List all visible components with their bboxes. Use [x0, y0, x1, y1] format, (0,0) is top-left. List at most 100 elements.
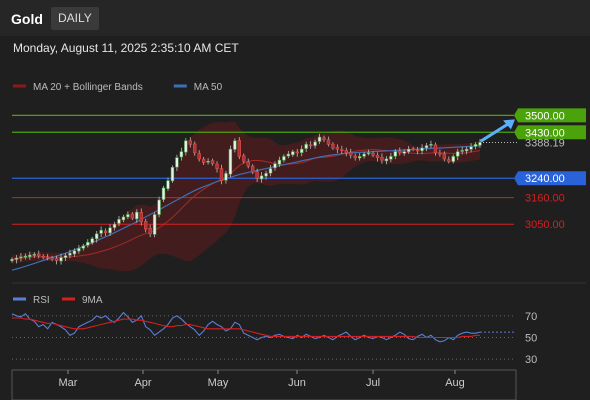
candle-body-70	[322, 137, 326, 140]
candle-body-15	[77, 248, 81, 252]
candles	[10, 133, 482, 265]
candle-body-14	[72, 250, 77, 255]
candle-body-50	[233, 140, 237, 150]
x-tick-label-3: Jun	[288, 377, 306, 389]
x-tick-label-0: Mar	[59, 377, 78, 389]
candle-body-56	[259, 175, 264, 180]
candle-body-71	[326, 139, 331, 145]
forecast-arrow	[480, 119, 515, 142]
candle-body-77	[353, 155, 357, 158]
candle-body-24	[117, 219, 121, 224]
ma20-line	[11, 149, 481, 260]
candle-body-25	[121, 216, 126, 221]
timeframe-button[interactable]: DAILY	[51, 7, 99, 30]
candle-body-103	[469, 146, 473, 150]
candle-body-67	[308, 144, 313, 147]
candle-body-89	[407, 148, 411, 152]
current-price-label: 3388.19	[525, 137, 565, 149]
candle-body-49	[228, 148, 233, 175]
x-tick-label-4: Jul	[366, 377, 380, 389]
rsi-legend-swatch-1	[62, 297, 75, 301]
candle-body-34	[161, 187, 166, 200]
candle-body-104	[473, 144, 478, 147]
candle-body-8	[45, 256, 50, 259]
ma50-line	[11, 145, 481, 271]
rsi-ma-line	[12, 317, 480, 339]
candle-body-88	[402, 151, 406, 154]
rsi-level-label-1: 50	[525, 333, 537, 345]
legend-swatch-1	[173, 84, 187, 88]
candle-body-72	[331, 143, 335, 149]
level-box-0	[518, 108, 586, 123]
rsi-level-label-0: 70	[525, 311, 537, 323]
candle-body-36	[170, 167, 175, 182]
candle-body-58	[268, 168, 273, 174]
candle-body-66	[304, 144, 308, 149]
instrument-title: Gold	[11, 11, 43, 27]
candle-body-16	[81, 245, 85, 249]
candle-body-48	[224, 173, 228, 181]
candle-body-85	[389, 156, 393, 160]
level-label-4: 3050.00	[525, 219, 565, 231]
candle-body-11	[59, 257, 63, 262]
candle-body-42	[197, 153, 201, 160]
level-pointer-0	[514, 108, 518, 123]
legend-label-1: MA 50	[194, 82, 223, 93]
rsi-line	[11, 311, 481, 343]
price-legend: MA 20 + Bollinger Bands MA 50	[13, 82, 223, 93]
candle-body-61	[282, 156, 286, 161]
candle-body-79	[362, 153, 366, 157]
candle-body-65	[300, 148, 304, 153]
candle-body-93	[424, 145, 429, 149]
candle-body-54	[251, 165, 255, 173]
candle-body-92	[420, 147, 424, 151]
candle-body-81	[371, 153, 375, 156]
candle-body-51	[237, 140, 241, 157]
candle-body-84	[384, 158, 389, 162]
candle-body-18	[90, 238, 94, 244]
candle-body-6	[37, 253, 41, 256]
candle-body-76	[349, 152, 353, 156]
candle-body-3	[23, 255, 28, 258]
candle-body-45	[210, 160, 215, 165]
candle-body-1	[14, 257, 19, 260]
level-label-1: 3430.00	[525, 127, 565, 139]
candle-body-20	[99, 229, 103, 234]
level-label-3: 3160.00	[525, 193, 565, 205]
candle-body-91	[415, 149, 420, 152]
x-tick-label-5: Aug	[445, 377, 465, 389]
candle-body-90	[411, 148, 415, 151]
price-levels	[12, 114, 518, 225]
candle-body-38	[179, 151, 184, 158]
level-pointer-2	[514, 171, 518, 186]
candle-body-10	[54, 258, 59, 261]
candle-body-68	[313, 141, 317, 146]
x-tick-label-1: Apr	[134, 377, 151, 389]
candle-body-87	[398, 150, 402, 154]
candle-body-95	[433, 144, 438, 154]
datetime-label: Monday, August 11, 2025 2:35:10 AM CET	[13, 41, 239, 55]
candle-body-21	[103, 230, 108, 233]
level-label-0: 3500.00	[525, 110, 565, 122]
candle-body-102	[464, 148, 469, 152]
candle-body-5	[32, 254, 36, 256]
candle-body-7	[41, 256, 45, 258]
candle-body-60	[277, 159, 282, 165]
candle-body-59	[273, 163, 277, 169]
legend-label-0: MA 20 + Bollinger Bands	[33, 82, 143, 93]
candle-body-35	[166, 180, 170, 189]
candle-body-29	[139, 212, 143, 223]
candle-body-73	[335, 146, 340, 150]
chart-header: Gold DAILY	[0, 0, 590, 36]
candle-body-12	[63, 255, 68, 258]
forecast-head	[503, 119, 515, 130]
ma50-path	[11, 145, 481, 271]
candle-body-41	[193, 143, 197, 154]
candle-body-57	[264, 173, 268, 177]
candle-body-62	[286, 153, 291, 157]
candle-body-28	[135, 211, 139, 220]
candle-body-33	[157, 199, 161, 215]
level-pointer-1	[514, 125, 518, 140]
candle-body-97	[442, 153, 447, 160]
candle-body-46	[215, 163, 219, 169]
